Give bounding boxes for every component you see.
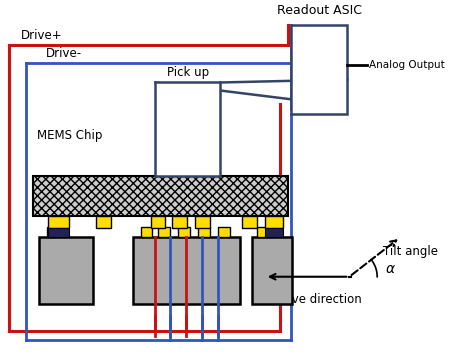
Bar [242, 216, 257, 228]
Bar [47, 227, 65, 237]
Bar [252, 237, 292, 304]
Bar [158, 227, 170, 237]
Text: Drive-: Drive- [46, 47, 82, 60]
Text: Readout ASIC: Readout ASIC [276, 4, 362, 17]
Text: Pick up: Pick up [167, 66, 209, 79]
Bar [133, 237, 240, 304]
Text: Drive+: Drive+ [21, 29, 63, 42]
Bar [265, 228, 283, 237]
Bar [96, 216, 111, 228]
Bar [39, 237, 93, 304]
Text: Sensitive direction: Sensitive direction [252, 292, 362, 306]
Text: Analog Output: Analog Output [369, 60, 445, 70]
Text: $\alpha$: $\alpha$ [385, 262, 396, 276]
Bar [33, 176, 288, 216]
Bar [218, 227, 230, 237]
Bar [195, 216, 210, 228]
Bar [48, 228, 69, 237]
Bar [265, 216, 283, 228]
Bar [151, 216, 165, 228]
Bar [198, 227, 210, 237]
Bar [257, 227, 275, 237]
Bar [173, 216, 187, 228]
Bar [178, 227, 190, 237]
Text: Tilt angle: Tilt angle [383, 245, 438, 258]
Text: MEMS Chip: MEMS Chip [37, 129, 102, 142]
Bar [291, 25, 347, 114]
Bar [48, 216, 69, 228]
Bar [155, 82, 220, 176]
Bar [141, 227, 153, 237]
